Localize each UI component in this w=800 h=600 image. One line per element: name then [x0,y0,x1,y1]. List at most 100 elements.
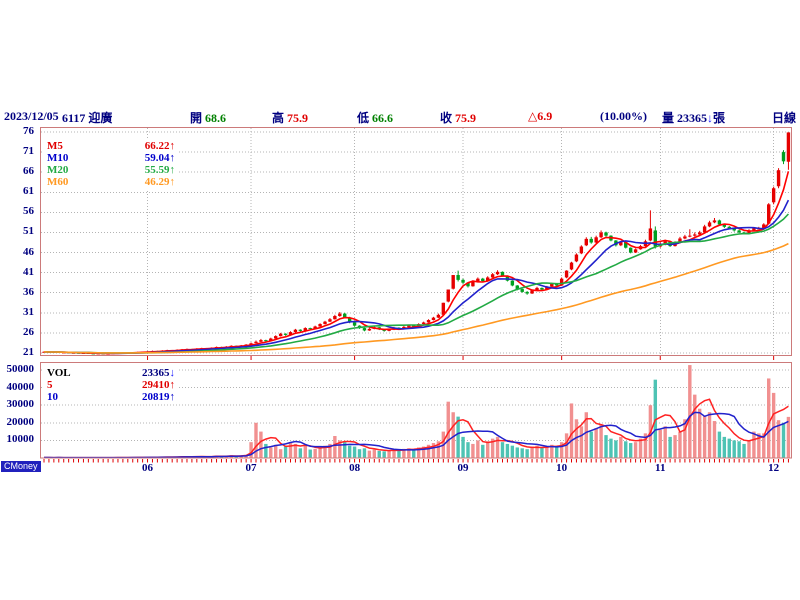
candle [436,313,441,319]
volume-bar [274,444,278,458]
volume-bar [771,392,776,458]
candle [367,328,372,331]
volume-bar [392,449,396,458]
volume-bar [683,419,687,458]
candle [510,280,515,287]
volume-bar [249,442,253,458]
volume-axis-label: 50000 [6,363,35,375]
volume-bar [328,443,332,458]
candle [604,231,608,237]
candle [293,328,298,333]
price-axis-label: 46 [23,245,34,258]
volume-bar [693,394,697,458]
candle [717,219,722,226]
volume-bar [781,422,786,458]
candle [574,253,579,263]
volume-bar [678,431,682,458]
volume-bar [747,440,751,458]
candle [426,319,431,323]
candle [362,327,367,332]
open-value: 68.6 [205,111,227,125]
candle [441,302,446,316]
high-value: 75.9 [287,111,309,125]
volume-bar [471,443,475,458]
volume-bar [451,412,455,458]
volume-bar [495,436,500,458]
price-ma-line [43,242,789,354]
volume-bar [569,403,574,458]
volume-bar [737,441,741,458]
volume-bar [609,438,613,458]
volume-bar [643,433,648,458]
volume-bar [555,446,559,458]
volume-bar [357,449,362,458]
candle [520,288,524,293]
volume-quote: 量 23365↓張 [662,109,725,126]
volume-bar [624,441,628,458]
volume-bar [727,438,731,458]
volume-bar [318,447,322,458]
volume-bar [377,450,381,458]
legend-value: 20819↑ [142,391,175,403]
candle [594,235,598,244]
volume-value: 23365 [677,111,708,125]
volume-axis-label: 10000 [6,433,35,446]
volume-bar [481,444,485,458]
legend-label: M10 [47,152,69,164]
volume-bar [372,449,377,458]
volume-bar [288,442,293,458]
trend-arrow-icon: ↑ [169,152,176,164]
cmoney-watermark: CMoney [1,461,41,472]
volume-bar [550,444,554,458]
month-label: 10 [556,462,568,474]
volume-bar [712,421,717,458]
month-label: 07 [245,462,257,474]
close-value: 75.9 [455,111,477,125]
candle [579,245,584,255]
price-axis-label: 71 [23,145,34,158]
low-value: 66.6 [372,111,394,125]
trend-arrow-icon: ↑ [169,164,176,176]
candle [446,289,450,303]
volume-bar-chart[interactable] [40,362,792,464]
volume-unit: 張 [713,111,726,125]
price-axis-label: 26 [23,325,34,338]
price-axis-label: 21 [23,345,34,358]
volume-bar [431,443,436,458]
legend-value: 23365↓ [142,367,175,379]
trend-arrow-icon: ↑ [169,176,176,188]
candle [461,278,465,284]
volume-bar [633,442,638,458]
legend-row: M10 59.04↑ [47,152,175,164]
volume-bar [722,436,727,458]
candle [712,217,717,224]
volume-bar [767,378,771,458]
volume-bar [407,448,411,458]
candle [633,248,638,253]
volume-bar [589,431,593,458]
candle [569,261,574,271]
price-candlestick-chart[interactable] [40,127,792,361]
volume-bar [234,456,238,458]
legend-label: M20 [47,164,69,176]
month-label: 06 [142,462,154,474]
candle [352,322,357,327]
candle [599,230,603,239]
candle [771,186,776,205]
price-ma-line [43,171,790,355]
trend-arrow-icon: ↓ [169,367,176,379]
legend-row: 5 29410↑ [47,379,175,391]
legend-value: 55.59↑ [144,164,176,176]
candle [274,335,278,339]
volume-bar [421,446,426,458]
volume-bar [254,422,258,458]
period-selector[interactable]: 日線 [772,111,797,125]
volume-bar [278,449,283,458]
volume-bar [762,433,766,458]
legend-row: VOL 23365↓ [47,367,175,379]
trend-arrow-icon: ↑ [169,391,176,403]
candle [451,275,455,290]
volume-bar [525,449,529,458]
volume-bar [594,428,598,458]
candle [323,320,327,325]
